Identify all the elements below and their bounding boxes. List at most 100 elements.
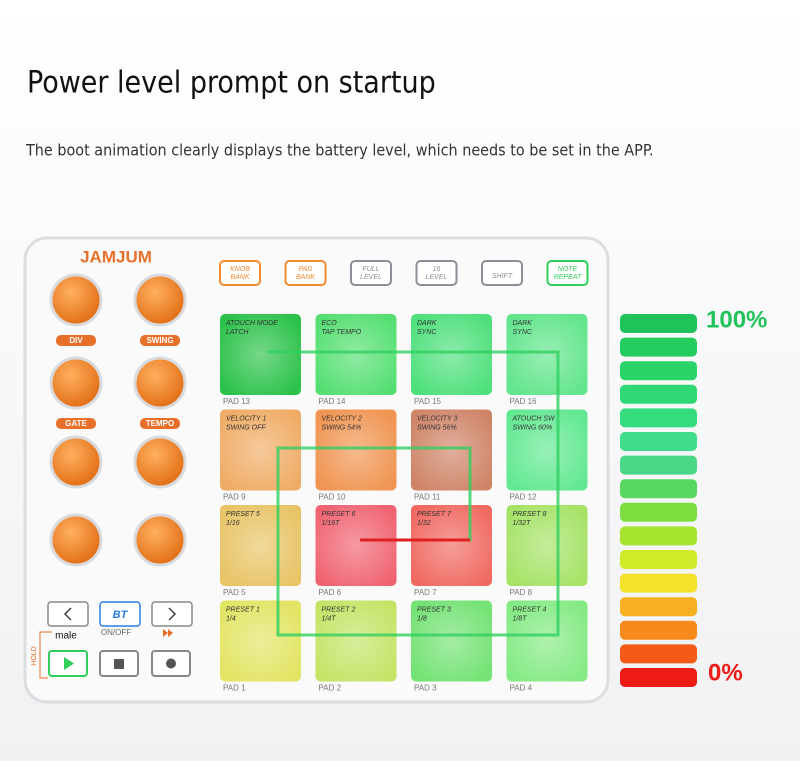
battery-bar bbox=[620, 384, 697, 404]
knob[interactable] bbox=[49, 435, 103, 489]
pad-glow bbox=[506, 409, 588, 491]
pad-glow bbox=[315, 505, 397, 586]
battery-bar bbox=[620, 502, 697, 522]
record-icon bbox=[166, 658, 176, 669]
pad-name: PAD 7 bbox=[414, 588, 437, 597]
stop-icon bbox=[114, 659, 124, 669]
top-button-label: KNOB bbox=[230, 266, 250, 273]
animation-path bbox=[268, 350, 560, 637]
top-button[interactable] bbox=[350, 260, 392, 286]
knob[interactable] bbox=[133, 435, 187, 489]
transport-button[interactable] bbox=[47, 601, 89, 627]
transport-button[interactable] bbox=[99, 601, 141, 627]
arrow-left bbox=[63, 607, 72, 621]
knob-label: GATE bbox=[65, 419, 87, 428]
battery-bar bbox=[620, 550, 697, 569]
pad-glow bbox=[411, 409, 492, 491]
battery-bar bbox=[620, 479, 697, 499]
skip-icon bbox=[163, 629, 173, 637]
pad-text: 1/4 bbox=[226, 615, 236, 622]
pad-text: SWING 56% bbox=[417, 424, 457, 431]
battery-bar bbox=[620, 644, 697, 664]
bt-caption: ON/OFF bbox=[101, 628, 131, 637]
pad-glow bbox=[315, 314, 397, 395]
pad-text: SYNC bbox=[417, 329, 437, 336]
battery-bar bbox=[620, 597, 697, 617]
pad-text: VELOCITY 2 bbox=[322, 415, 362, 422]
top-button-label: NOTE bbox=[558, 266, 578, 273]
top-button-label: FULL bbox=[362, 266, 379, 273]
battery-bar bbox=[620, 668, 697, 687]
knob[interactable] bbox=[133, 273, 187, 327]
pad-name: PAD 1 bbox=[223, 684, 246, 693]
pad-glow bbox=[220, 409, 301, 491]
pad-name: PAD 15 bbox=[414, 397, 442, 406]
pad-text: 1/8T bbox=[513, 615, 528, 622]
pad-text: 1/16 bbox=[226, 520, 240, 527]
knob[interactable] bbox=[49, 273, 103, 327]
top-button[interactable] bbox=[284, 260, 327, 286]
bt-button-label: BT bbox=[113, 609, 129, 621]
knob-label-bg bbox=[140, 418, 180, 429]
pad-glow bbox=[315, 600, 397, 682]
knob[interactable] bbox=[133, 356, 187, 410]
pad-text: PRESET 7 bbox=[417, 511, 452, 518]
pad-glow bbox=[411, 600, 492, 682]
pad-name: PAD 8 bbox=[510, 588, 533, 597]
brand: JAMJUM bbox=[80, 247, 152, 266]
battery-bar bbox=[620, 337, 697, 357]
pad-glow bbox=[411, 314, 492, 395]
pad-text: PRESET 4 bbox=[513, 606, 547, 613]
top-button[interactable] bbox=[546, 260, 589, 286]
top-button[interactable] bbox=[481, 260, 523, 286]
pad-text: SWING 54% bbox=[322, 424, 362, 431]
knob-label-bg bbox=[56, 335, 96, 346]
pad-text: 1/4T bbox=[322, 615, 337, 622]
pad-text: PRESET 8 bbox=[513, 511, 547, 518]
top-button-label: SHIFT bbox=[492, 273, 513, 280]
knob-label: TEMPO bbox=[146, 419, 174, 428]
pad-text: PRESET 5 bbox=[226, 511, 260, 518]
battery-bar bbox=[620, 432, 697, 451]
knob-label: DIV bbox=[69, 336, 83, 345]
pad-name: PAD 11 bbox=[414, 493, 441, 502]
top-button-label: 16 bbox=[433, 266, 441, 273]
pad-text: PRESET 6 bbox=[322, 511, 356, 518]
male-label: male bbox=[55, 631, 77, 642]
transport-button[interactable] bbox=[151, 601, 193, 627]
pad-text: DARK bbox=[513, 320, 533, 327]
top-button-label: BANK bbox=[296, 274, 315, 281]
knob[interactable] bbox=[49, 513, 103, 567]
pad-text: 1/32T bbox=[513, 520, 532, 527]
arrow-right bbox=[168, 607, 177, 621]
pad-name: PAD 13 bbox=[223, 397, 251, 406]
battery-bar bbox=[620, 455, 697, 475]
subtitle: The boot animation clearly displays the … bbox=[25, 141, 654, 160]
pad-glow bbox=[315, 409, 397, 491]
pad-name: PAD 3 bbox=[414, 684, 437, 693]
pad-glow bbox=[220, 505, 301, 586]
top-button-label: BANK bbox=[230, 274, 249, 281]
pad-text: VELOCITY 3 bbox=[417, 415, 457, 422]
top-button[interactable] bbox=[219, 260, 261, 286]
knob[interactable] bbox=[133, 513, 187, 567]
top-button-label: LEVEL bbox=[426, 274, 448, 281]
knob-label-bg bbox=[140, 335, 180, 346]
pad-glow bbox=[506, 600, 588, 682]
pad-name: PAD 16 bbox=[510, 397, 538, 406]
hold-bracket bbox=[39, 631, 52, 679]
pad-text: SWING 60% bbox=[513, 424, 553, 431]
pad-name: PAD 2 bbox=[319, 684, 342, 693]
pad-text: 1/16T bbox=[322, 520, 341, 527]
pad-name: PAD 14 bbox=[319, 397, 347, 406]
knob[interactable] bbox=[49, 356, 103, 410]
pad-name: PAD 5 bbox=[223, 588, 246, 597]
pad-name: PAD 6 bbox=[319, 588, 342, 597]
pad-text: LATCH bbox=[226, 329, 249, 336]
pad-text: SYNC bbox=[513, 329, 533, 336]
top-button[interactable] bbox=[415, 260, 458, 286]
pad-text: PRESET 3 bbox=[417, 606, 451, 613]
battery-bar bbox=[620, 620, 697, 640]
